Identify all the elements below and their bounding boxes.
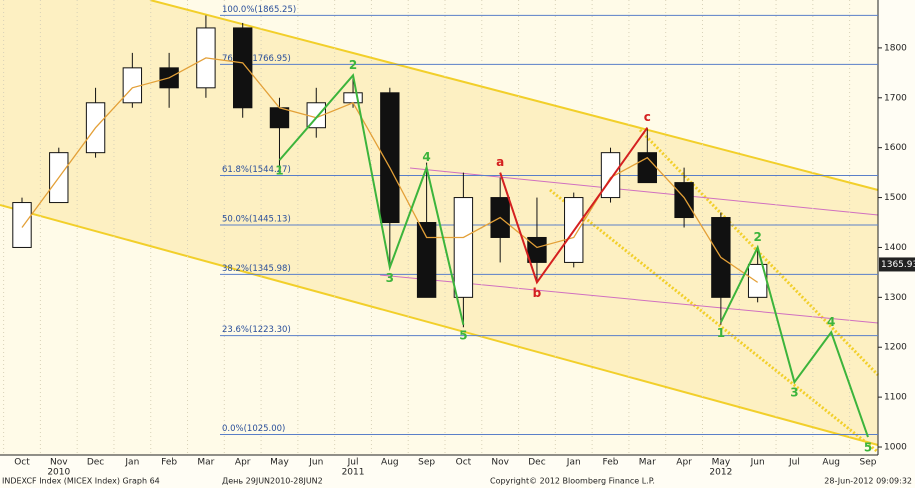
x-tick-label: Nov [50, 458, 68, 468]
wave-line [499, 127, 649, 285]
x-tick-label: Feb [603, 458, 619, 468]
footer-text: 28-Jun-2012 09:09:32 [824, 477, 912, 486]
candle-body [453, 197, 474, 298]
wave-label: 3 [386, 271, 394, 285]
x-year-label: 2011 [342, 468, 365, 478]
x-tick-label: Mar [639, 458, 656, 468]
wave-label: 4 [422, 150, 430, 164]
x-year-label: 2012 [709, 468, 732, 478]
candle-body [233, 27, 253, 109]
last-price-tag [879, 257, 915, 272]
x-tick-label: Sep [418, 458, 435, 468]
wave-line [719, 244, 869, 438]
wave-label: 2 [753, 230, 761, 244]
x-tick-label: May [712, 458, 731, 468]
y-tick-label: 1200 [884, 343, 907, 353]
fib-label: 38.2%(1345.98) [222, 264, 291, 274]
candle-body [380, 92, 400, 224]
x-tick-label: Dec [528, 458, 545, 468]
candle-body [416, 222, 437, 298]
y-tick-label: 1800 [884, 43, 907, 53]
candle-body [12, 202, 32, 248]
fib-label: 61.8%(1544.27) [222, 165, 291, 175]
y-tick-label: 1700 [884, 93, 907, 103]
x-tick-label: Jul [788, 458, 800, 468]
fib-label: 23.6%(1223.30) [222, 325, 291, 335]
channel-dotted [549, 188, 879, 454]
x-tick-label: Jun [308, 458, 323, 468]
x-tick-label: Sep [860, 458, 877, 468]
candle-body [122, 67, 143, 104]
x-tick-label: May [270, 458, 289, 468]
x-tick-label: Nov [491, 458, 509, 468]
x-tick-label: Jun [750, 458, 765, 468]
x-tick-label: Aug [381, 458, 399, 468]
fib-label: 0.0%(1025.00) [222, 424, 285, 434]
wave-label: a [496, 155, 504, 169]
candle-body [269, 107, 290, 129]
candle-body [674, 182, 694, 219]
footer-text: Copyright© 2012 Bloomberg Finance L.P. [490, 477, 655, 486]
wave-label: c [644, 110, 651, 124]
x-tick-label: Mar [197, 458, 214, 468]
wave-label: 4 [827, 315, 835, 329]
x-tick-label: Apr [676, 458, 692, 468]
x-tick-label: Oct [456, 458, 472, 468]
y-tick-label: 1400 [884, 243, 907, 253]
wave-label: 1 [717, 326, 725, 340]
candle-body [600, 152, 621, 199]
fib-label: 76.4%(1766.95) [222, 54, 291, 64]
x-tick-label: Jul [347, 458, 359, 468]
fib-label: 50.0%(1445.13) [222, 214, 291, 224]
x-year-label: 2010 [47, 468, 70, 478]
x-tick-label: Dec [87, 458, 104, 468]
footer-text: День 29JUN2010-28JUN2 [222, 477, 323, 486]
footer-text: INDEXCF Index (MICEX Index) Graph 64 [2, 477, 160, 486]
x-tick-label: Oct [14, 458, 30, 468]
x-tick-label: Aug [822, 458, 840, 468]
y-tick-label: 1500 [884, 193, 907, 203]
channel-lower [0, 204, 879, 446]
y-tick-label: 1600 [884, 143, 907, 153]
y-tick-label: 1000 [884, 443, 907, 453]
x-tick-label: Apr [235, 458, 251, 468]
moving-average [21, 57, 759, 283]
wave-label: 2 [349, 58, 357, 72]
last-price-label: 1365.93 [881, 260, 915, 270]
wave-line [278, 73, 465, 326]
channel-upper [149, 0, 879, 191]
candle-body [527, 236, 547, 263]
x-tick-label: Jan [566, 458, 581, 468]
wave-label: 5 [864, 441, 872, 455]
candle-body [343, 92, 363, 104]
wave-label: 3 [790, 386, 798, 400]
wave-label: 5 [459, 328, 467, 342]
y-tick-label: 1300 [884, 293, 907, 303]
fib-label: 100.0%(1865.25) [222, 5, 296, 15]
x-tick-label: Jan [124, 458, 139, 468]
x-tick-label: Feb [161, 458, 177, 468]
wave-label: b [533, 286, 542, 300]
y-tick-label: 1100 [884, 393, 907, 403]
channel-dotted [638, 128, 880, 377]
wave-label: 1 [275, 164, 283, 178]
